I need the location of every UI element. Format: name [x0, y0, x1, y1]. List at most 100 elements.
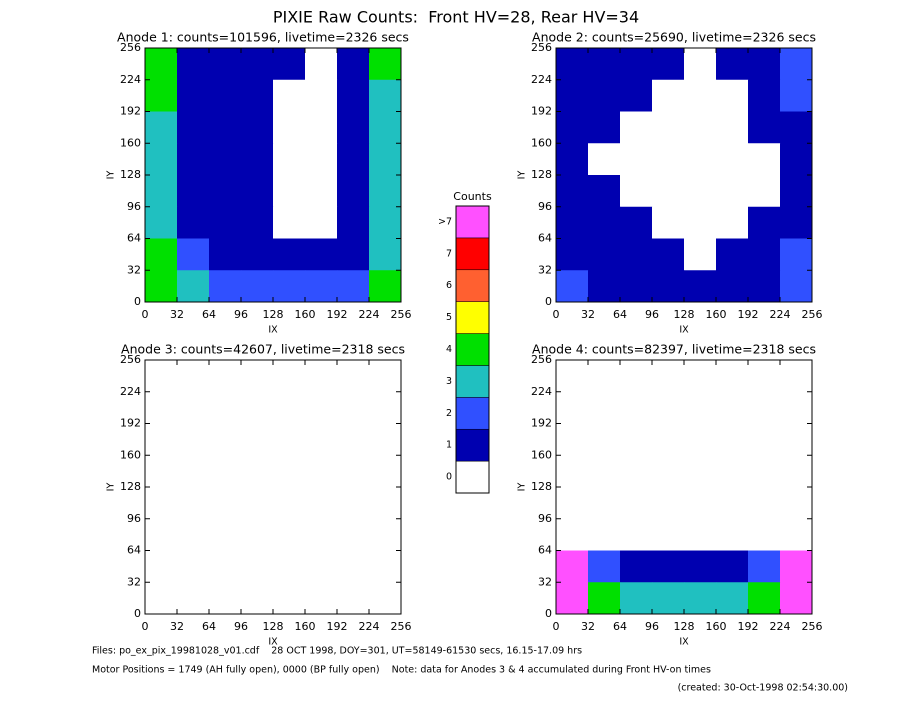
heat-cell	[241, 455, 274, 488]
colorbar-label: 6	[446, 280, 452, 291]
heat-cell	[652, 391, 685, 424]
x-tick-label: 224	[770, 620, 791, 633]
heat-cell	[273, 175, 306, 208]
heat-cell	[748, 270, 781, 303]
y-tick-label: 64	[127, 232, 141, 245]
heat-cell	[684, 391, 717, 424]
heat-cell	[145, 455, 178, 488]
colorbar-label: 3	[446, 376, 452, 387]
heat-cell	[588, 391, 621, 424]
heat-cell	[369, 487, 402, 520]
x-tick-label: 64	[202, 620, 216, 633]
heat-cell	[652, 423, 685, 456]
heat-cell	[684, 518, 717, 551]
heat-cell	[209, 143, 242, 176]
x-tick-label: 64	[613, 308, 627, 321]
heat-cell	[620, 238, 653, 271]
heat-cell	[241, 582, 274, 615]
heat-cell	[337, 518, 370, 551]
heat-cell	[145, 360, 178, 393]
heat-cell	[716, 582, 749, 615]
x-tick-label: 160	[706, 308, 727, 321]
heat-cell	[780, 360, 813, 393]
heat-cell	[273, 423, 306, 456]
x-tick-label: 0	[553, 308, 560, 321]
heat-cell	[177, 487, 210, 520]
heat-cell	[556, 238, 589, 271]
heat-cell	[684, 175, 717, 208]
heat-cell	[337, 391, 370, 424]
heat-cell	[620, 423, 653, 456]
heat-cell	[305, 360, 338, 393]
heat-cell	[177, 143, 210, 176]
heat-cell	[241, 238, 274, 271]
heat-cell	[369, 206, 402, 239]
heat-cell	[684, 455, 717, 488]
heat-cell	[209, 360, 242, 393]
y-tick-label: 32	[127, 263, 141, 276]
heat-cell	[684, 487, 717, 520]
heat-cell	[780, 391, 813, 424]
heat-cell	[209, 582, 242, 615]
y-tick-label: 0	[545, 295, 552, 308]
heat-cell	[556, 360, 589, 393]
heat-cell	[145, 391, 178, 424]
heat-cell	[337, 423, 370, 456]
heat-cell	[588, 48, 621, 81]
heat-cell	[369, 175, 402, 208]
heat-cell	[273, 79, 306, 112]
x-tick-label: 0	[142, 620, 149, 633]
heat-cell	[177, 79, 210, 112]
heat-cell	[716, 423, 749, 456]
heat-cell	[273, 143, 306, 176]
heat-cell	[177, 270, 210, 303]
heat-cell	[588, 487, 621, 520]
heat-cell	[145, 48, 178, 81]
colorbar-swatch	[455, 428, 490, 462]
heat-cell	[177, 111, 210, 144]
x-tick-label: 256	[802, 308, 823, 321]
heat-cell	[748, 206, 781, 239]
heat-cell	[209, 270, 242, 303]
heat-cell	[620, 48, 653, 81]
x-tick-label: 192	[738, 308, 759, 321]
x-tick-label: 32	[170, 308, 184, 321]
x-axis-label: IX	[268, 325, 278, 336]
heat-cell	[620, 111, 653, 144]
heat-cell	[588, 550, 621, 583]
x-tick-label: 160	[706, 620, 727, 633]
heat-cell	[177, 550, 210, 583]
x-tick-label: 224	[359, 620, 380, 633]
heat-cell	[241, 175, 274, 208]
y-tick-label: 96	[538, 200, 552, 213]
heat-cell	[652, 487, 685, 520]
y-tick-label: 160	[120, 136, 141, 149]
heat-cell	[241, 391, 274, 424]
heat-cell	[780, 175, 813, 208]
x-tick-label: 224	[359, 308, 380, 321]
colorbar-swatch	[455, 397, 490, 430]
heat-cell	[716, 175, 749, 208]
heat-cell	[209, 175, 242, 208]
heat-cell	[337, 79, 370, 112]
y-tick-label: 32	[538, 575, 552, 588]
y-tick-label: 128	[531, 168, 552, 181]
heat-cell	[716, 455, 749, 488]
heat-cell	[684, 423, 717, 456]
heat-cell	[556, 79, 589, 112]
y-tick-label: 256	[120, 353, 141, 366]
x-axis-label: IX	[268, 637, 278, 648]
heat-cell	[556, 175, 589, 208]
heat-cell	[556, 487, 589, 520]
heat-cell	[684, 111, 717, 144]
heat-cell	[369, 48, 402, 81]
heat-cell	[209, 455, 242, 488]
heat-cell	[369, 238, 402, 271]
heat-cell	[241, 206, 274, 239]
heat-cell	[273, 582, 306, 615]
y-tick-label: 0	[134, 607, 141, 620]
y-tick-label: 64	[538, 232, 552, 245]
colorbar-label: >7	[438, 216, 452, 227]
heat-cell	[748, 360, 781, 393]
heat-cell	[241, 423, 274, 456]
